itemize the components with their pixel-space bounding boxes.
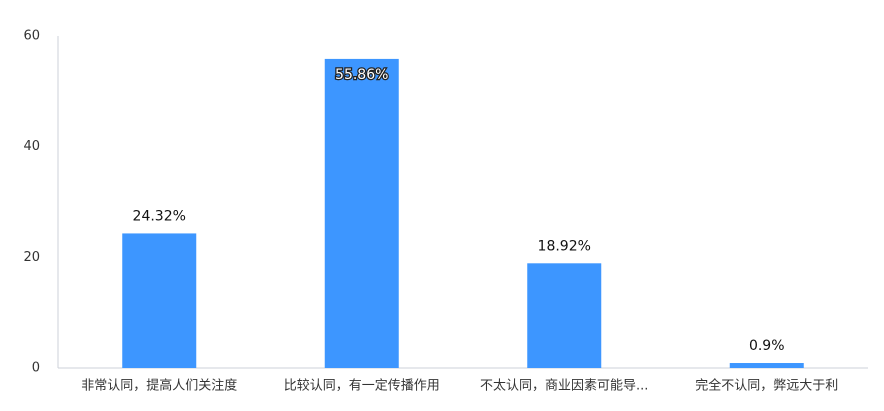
value-label: 18.92% bbox=[538, 238, 591, 254]
y-tick-label: 20 bbox=[23, 250, 40, 265]
x-tick-label: 完全不认同，弊远大于利 bbox=[695, 378, 838, 394]
bar bbox=[729, 363, 804, 368]
x-tick-label: 非常认同，提高人们关注度 bbox=[81, 378, 237, 394]
y-tick-label: 60 bbox=[23, 29, 40, 44]
y-tick-label: 0 bbox=[32, 361, 40, 376]
x-tick-label: 不太认同，商业因素可能导... bbox=[480, 379, 648, 394]
bar bbox=[324, 58, 399, 369]
value-label: 24.32% bbox=[133, 208, 186, 224]
bar bbox=[122, 233, 197, 368]
y-tick-label: 40 bbox=[23, 139, 40, 154]
bar bbox=[527, 263, 602, 368]
x-tick-label: 比较认同，有一定传播作用 bbox=[284, 379, 440, 394]
value-label: 55.86% bbox=[335, 67, 388, 83]
value-label: 0.9% bbox=[749, 338, 785, 354]
